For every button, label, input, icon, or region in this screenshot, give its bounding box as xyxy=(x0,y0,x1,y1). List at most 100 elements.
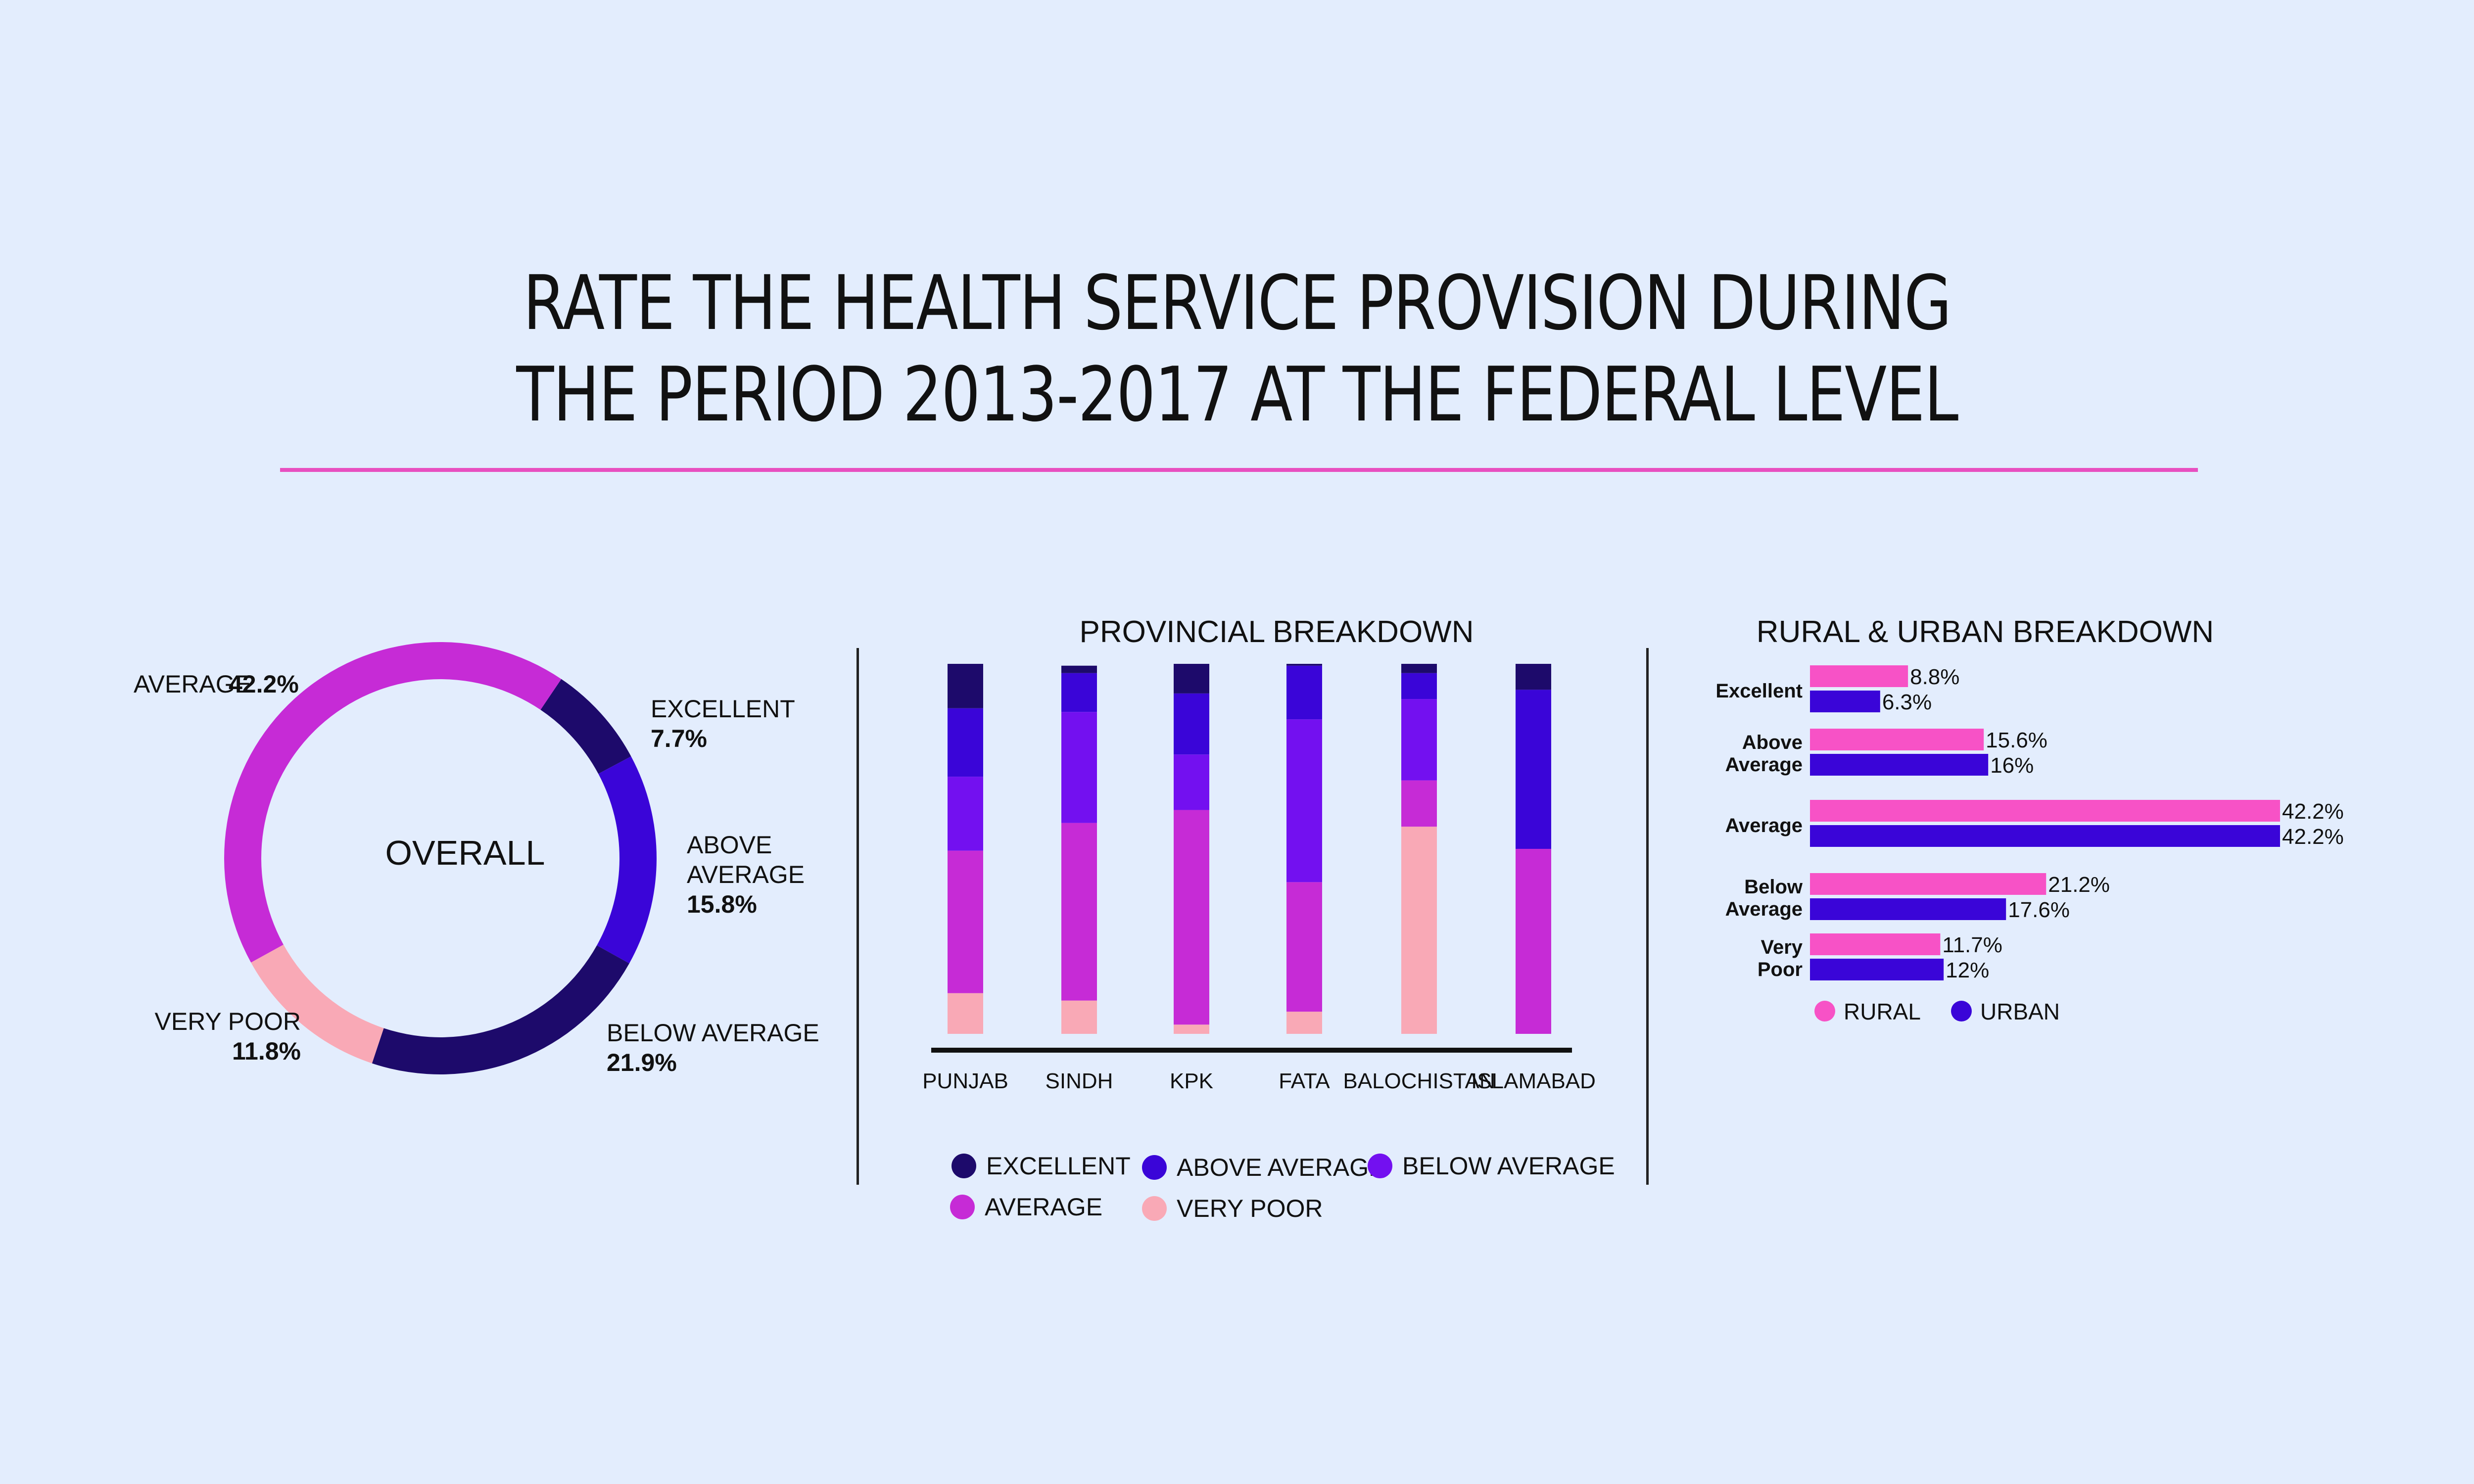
bar-islamabad-excellent xyxy=(1516,664,1551,690)
bar-kpk-excellent xyxy=(1174,664,1209,694)
hbar-value-above-average-urban: 16% xyxy=(1990,753,2034,778)
bar-sindh-excellent xyxy=(1061,665,1097,673)
label-above-average-name-1: ABOVE xyxy=(687,831,772,859)
bar-punjab-excellent xyxy=(948,664,983,708)
y-tick-above-average-1: Above xyxy=(1742,732,1803,753)
divider-right xyxy=(1646,648,1649,1185)
legend-label-excellent: EXCELLENT xyxy=(986,1152,1131,1180)
bar-fata-above-average xyxy=(1286,665,1322,720)
label-below-average-name: BELOW AVERAGE xyxy=(607,1019,819,1047)
bar-kpk-above-average xyxy=(1174,693,1209,755)
legend-dot-excellent xyxy=(952,1154,976,1178)
legend-dot-below-average xyxy=(1368,1154,1392,1178)
donut-slice-above-average xyxy=(597,756,657,964)
hbar-average-rural xyxy=(1810,800,2280,822)
bar-sindh-below-average xyxy=(1061,712,1097,823)
hbar-value-excellent-urban: 6.3% xyxy=(1882,690,1932,714)
bar-sindh-above-average xyxy=(1061,673,1097,712)
bar-islamabad-above-average xyxy=(1516,690,1551,849)
x-tick-balochistan: BALOCHISTAN xyxy=(1343,1069,1495,1093)
y-tick-very-poor-2: Poor xyxy=(1758,959,1803,980)
hbar-below-average-urban xyxy=(1810,898,2006,920)
bar-punjab-below-average xyxy=(948,777,983,851)
label-average-value: 42.2% xyxy=(229,670,299,698)
bar-kpk-average xyxy=(1174,810,1209,1025)
hbar-very-poor-rural xyxy=(1810,933,1941,955)
hbar-value-average-rural: 42.2% xyxy=(2282,799,2344,824)
y-tick-below-average-1: Below xyxy=(1744,876,1803,898)
bar-balochistan-very-poor xyxy=(1401,827,1437,1034)
x-tick-punjab: PUNJAB xyxy=(922,1069,1008,1093)
y-tick-very-poor-1: Very xyxy=(1760,936,1803,958)
label-below-average-value: 21.9% xyxy=(607,1049,677,1076)
y-tick-below-average-2: Average xyxy=(1725,898,1803,920)
hbar-value-very-poor-rural: 11.7% xyxy=(1942,933,2002,957)
legend-label-urban: URBAN xyxy=(1980,999,2060,1024)
bar-punjab-above-average xyxy=(948,708,983,777)
bar-fata-below-average xyxy=(1286,719,1322,882)
label-very-poor-name: VERY POOR xyxy=(155,1008,301,1035)
donut-center-label: OVERALL xyxy=(385,834,545,872)
divider-left xyxy=(856,648,859,1185)
bar-islamabad-average xyxy=(1516,849,1551,1034)
y-tick-average-1: Average xyxy=(1725,815,1803,836)
legend-label-rural: RURAL xyxy=(1844,999,1921,1024)
legend-dot-very-poor xyxy=(1142,1196,1167,1221)
donut-slice-below-average xyxy=(372,945,629,1074)
title-line-2: THE PERIOD 2013-2017 AT THE FEDERAL LEVE… xyxy=(516,351,1958,438)
hbar-above-average-urban xyxy=(1810,754,1989,776)
bar-balochistan-excellent xyxy=(1401,664,1437,673)
legend-dot-rural xyxy=(1814,1001,1835,1021)
bar-balochistan-average xyxy=(1401,780,1437,827)
bar-balochistan-above-average xyxy=(1401,673,1437,699)
bar-sindh-average xyxy=(1061,823,1097,1001)
x-tick-fata: FATA xyxy=(1279,1069,1330,1093)
title-divider xyxy=(280,468,2198,472)
hbar-value-below-average-urban: 17.6% xyxy=(2008,898,2070,922)
hbar-average-urban xyxy=(1810,825,2280,847)
label-above-average-name-2: AVERAGE xyxy=(687,861,805,888)
bar-fata-average xyxy=(1286,882,1322,1012)
donut-slice-excellent xyxy=(540,679,631,774)
hbar-excellent-rural xyxy=(1810,665,1908,687)
donut-slice-average xyxy=(224,642,562,963)
legend-dot-urban xyxy=(1951,1001,1972,1021)
bar-kpk-below-average xyxy=(1174,754,1209,810)
x-tick-sindh: SINDH xyxy=(1046,1069,1113,1093)
legend-label-above-average: ABOVE AVERAGE xyxy=(1177,1154,1385,1181)
legend-label-very-poor: VERY POOR xyxy=(1177,1195,1323,1222)
bar-kpk-very-poor xyxy=(1174,1024,1209,1034)
x-axis-line xyxy=(931,1048,1572,1053)
legend-dot-average xyxy=(950,1195,975,1219)
hbar-below-average-rural xyxy=(1810,873,2046,895)
bar-punjab-average xyxy=(948,850,983,993)
page-title: RATE THE HEALTH SERVICE PROVISION DURING… xyxy=(223,257,2251,440)
bar-fata-excellent xyxy=(1286,664,1322,666)
hbar-value-below-average-rural: 21.2% xyxy=(2048,873,2110,897)
hbar-value-very-poor-urban: 12% xyxy=(1946,958,1989,982)
donut-slice-very-poor xyxy=(251,944,384,1064)
hbar-excellent-urban xyxy=(1810,691,1880,712)
hbar-value-above-average-rural: 15.6% xyxy=(1986,728,2047,752)
x-tick-islamabad: ISLAMABAD xyxy=(1471,1069,1596,1093)
label-very-poor-value: 11.8% xyxy=(232,1037,301,1065)
bar-balochistan-below-average xyxy=(1401,699,1437,781)
legend-label-below-average: BELOW AVERAGE xyxy=(1402,1152,1615,1180)
legend-label-average: AVERAGE xyxy=(985,1193,1102,1221)
x-tick-kpk: KPK xyxy=(1170,1069,1213,1093)
rural-urban-chart-title: RURAL & URBAN BREAKDOWN xyxy=(1757,615,2214,649)
title-line-1: RATE THE HEALTH SERVICE PROVISION DURING xyxy=(523,259,1951,347)
legend-dot-above-average xyxy=(1142,1155,1167,1180)
bar-punjab-very-poor xyxy=(948,993,983,1034)
hbar-very-poor-urban xyxy=(1810,959,1944,980)
bar-sindh-very-poor xyxy=(1061,1000,1097,1034)
label-excellent-name: EXCELLENT xyxy=(651,695,795,723)
label-excellent-value: 7.7% xyxy=(651,725,707,752)
hbar-value-excellent-rural: 8.8% xyxy=(1910,665,1959,689)
hbar-value-average-urban: 42.2% xyxy=(2282,825,2344,849)
y-tick-above-average-2: Average xyxy=(1725,754,1803,776)
hbar-above-average-rural xyxy=(1810,729,1984,750)
y-tick-excellent-1: Excellent xyxy=(1715,680,1803,702)
provincial-chart-title: PROVINCIAL BREAKDOWN xyxy=(1080,615,1474,649)
